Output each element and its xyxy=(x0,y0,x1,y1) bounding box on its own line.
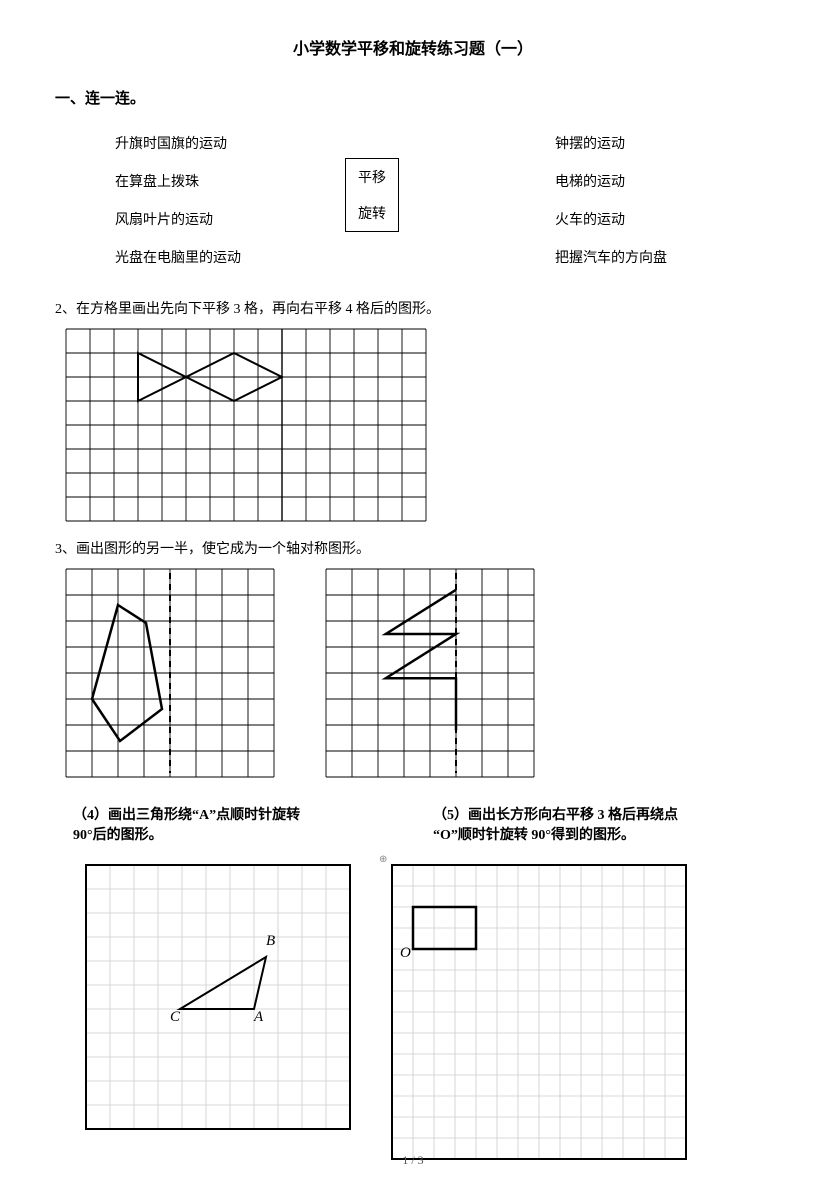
q1-matching-area: 升旗时国旗的运动 在算盘上拨珠 风扇叶片的运动 光盘在电脑里的运动 平移 旋转 … xyxy=(55,126,771,286)
q1-box-item: 平移 xyxy=(346,159,398,195)
q1-left-item: 在算盘上拨珠 xyxy=(115,164,241,202)
svg-text:B: B xyxy=(266,933,275,949)
q45-grid-row: ABC ⊕ O xyxy=(55,864,771,1160)
svg-text:C: C xyxy=(170,1009,181,1025)
q5-text: （5）画出长方形向右平移 3 格后再绕点 “O”顺时针旋转 90°得到的图形。 xyxy=(433,804,753,844)
q4-text: （4）画出三角形绕“A”点顺时针旋转 90°后的图形。 xyxy=(73,804,393,844)
q1-right-column: 钟摆的运动 电梯的运动 火车的运动 把握汽车的方向盘 xyxy=(555,126,667,278)
q45-text-row: （4）画出三角形绕“A”点顺时针旋转 90°后的图形。 （5）画出长方形向右平移… xyxy=(55,796,771,854)
q4-line1: （4）画出三角形绕“A”点顺时针旋转 xyxy=(73,808,300,823)
anchor-icon: ⊕ xyxy=(379,854,387,865)
q4-grid: A B C xyxy=(85,864,351,1130)
q1-box-item: 旋转 xyxy=(346,195,398,231)
q1-right-item: 把握汽车的方向盘 xyxy=(555,240,667,278)
q2-grid xyxy=(65,328,427,522)
q5-line1: （5）画出长方形向右平移 3 格后再绕点 xyxy=(433,808,678,823)
q3-grid-a xyxy=(65,568,275,778)
page-footer: 1 / 3 xyxy=(0,1153,826,1168)
q1-left-item: 光盘在电脑里的运动 xyxy=(115,240,241,278)
q1-left-column: 升旗时国旗的运动 在算盘上拨珠 风扇叶片的运动 光盘在电脑里的运动 xyxy=(115,126,241,278)
q1-right-item: 钟摆的运动 xyxy=(555,126,667,164)
q5-grid: O xyxy=(391,864,687,1160)
q2-grid-wrap xyxy=(55,328,771,522)
q2-text: 2、在方格里画出先向下平移 3 格，再向右平移 4 格后的图形。 xyxy=(55,298,771,318)
q1-right-item: 火车的运动 xyxy=(555,202,667,240)
q4-line2: 90°后的图形。 xyxy=(73,828,163,843)
svg-text:O: O xyxy=(400,945,411,961)
q5-line2: “O”顺时针旋转 90°得到的图形。 xyxy=(433,828,635,843)
svg-text:A: A xyxy=(253,1009,264,1025)
q3-text: 3、画出图形的另一半，使它成为一个轴对称图形。 xyxy=(55,538,771,558)
section1-heading: 一、连一连。 xyxy=(55,87,771,108)
q1-right-item: 电梯的运动 xyxy=(555,164,667,202)
q3-grid-b xyxy=(325,568,535,778)
q1-left-item: 风扇叶片的运动 xyxy=(115,202,241,240)
q1-left-item: 升旗时国旗的运动 xyxy=(115,126,241,164)
page-title: 小学数学平移和旋转练习题（一） xyxy=(55,35,771,59)
q3-grids xyxy=(55,568,771,778)
q1-center-box: 平移 旋转 xyxy=(345,158,399,232)
